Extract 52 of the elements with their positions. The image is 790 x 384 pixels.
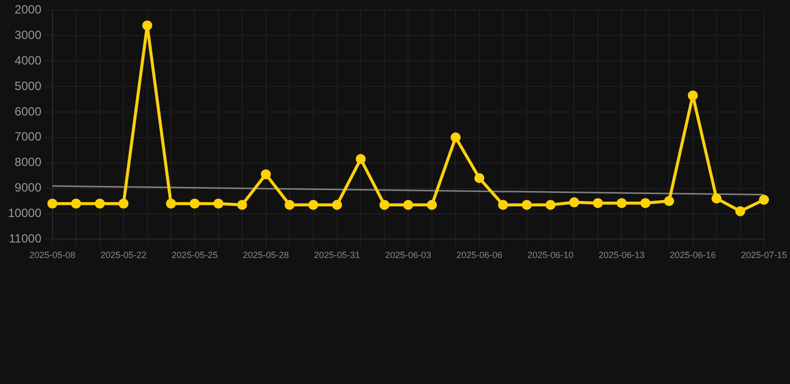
- y-tick-label: 2000: [14, 2, 42, 17]
- point: [166, 198, 176, 209]
- x-tick-label: 2025-05-08: [29, 250, 76, 260]
- x-tick-label: 2025-05-25: [172, 250, 218, 260]
- y-tick-label: 5000: [14, 78, 42, 93]
- y-tick-label: 10000: [8, 206, 42, 220]
- point: [94, 198, 105, 209]
- x-tick-label: 2025-06-10: [527, 250, 574, 260]
- point: [190, 198, 200, 209]
- point: [546, 200, 556, 210]
- point: [569, 197, 580, 208]
- point: [616, 198, 627, 208]
- point: [426, 200, 437, 210]
- point: [498, 200, 508, 210]
- point: [664, 196, 674, 206]
- point: [450, 132, 461, 142]
- x-tick-label: 2025-05-22: [100, 250, 147, 260]
- point: [403, 200, 414, 210]
- y-tick-label: 8000: [14, 155, 42, 170]
- x-tick-label: 2025-06-13: [598, 250, 645, 260]
- point: [640, 198, 650, 208]
- point: [237, 200, 248, 210]
- x-tick-label: 2025-06-06: [456, 250, 502, 260]
- point: [213, 198, 224, 209]
- y-tick-label: 3000: [14, 28, 42, 42]
- point: [142, 20, 152, 30]
- x-tick-label: 2025-05-31: [314, 250, 360, 260]
- point: [522, 200, 532, 210]
- point: [474, 173, 484, 184]
- point: [735, 206, 746, 216]
- point: [379, 200, 390, 210]
- x-tick-label: 2025-05-28: [242, 250, 289, 260]
- x-tick-label: 2025-06-16: [670, 250, 716, 260]
- point: [260, 169, 271, 180]
- x-tick-label: 2025-06-03: [385, 250, 432, 260]
- point: [118, 198, 129, 209]
- point: [688, 90, 698, 100]
- point: [47, 198, 58, 209]
- x-tick-label: 2025-07-15: [740, 250, 788, 260]
- point: [356, 154, 366, 164]
- point: [308, 200, 318, 210]
- point: [332, 200, 342, 210]
- y-tick-label: 9000: [14, 180, 42, 195]
- point: [592, 198, 603, 208]
- point: [758, 194, 769, 205]
- y-tick-label: 11000: [8, 232, 42, 246]
- point: [71, 198, 82, 209]
- y-tick-label: 7000: [14, 130, 42, 144]
- point: [712, 193, 722, 204]
- point: [284, 200, 295, 210]
- y-tick-label: 6000: [14, 104, 42, 118]
- y-tick-label: 4000: [14, 53, 42, 68]
